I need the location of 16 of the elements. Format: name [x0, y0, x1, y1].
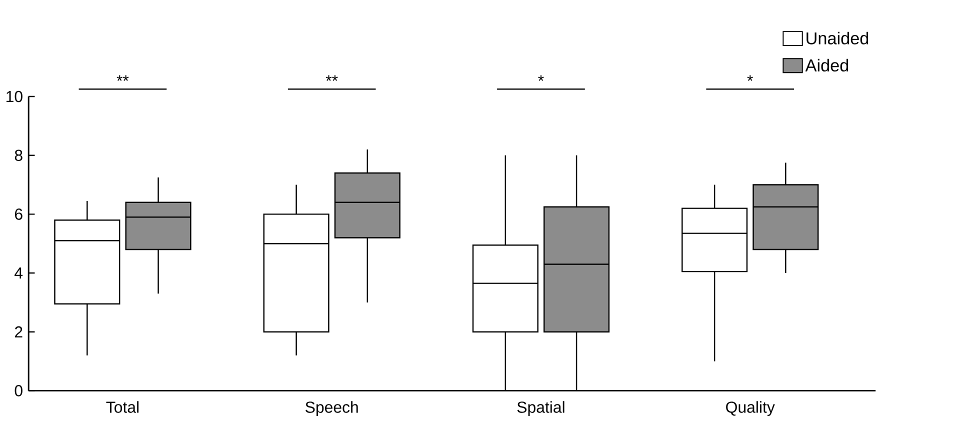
text: ** [116, 75, 129, 81]
legend-label: Aided [805, 58, 848, 72]
y-tick-label: 6 [14, 208, 22, 220]
y-tick-label: 8 [14, 150, 22, 161]
y-tick-label: 0 [14, 385, 22, 396]
x-tick-label: Quality [726, 401, 775, 416]
text: * [747, 75, 753, 81]
x-tick-label: Spatial [517, 401, 564, 416]
y-tick-label: 2 [14, 326, 22, 338]
legend-label: Unaided [806, 32, 868, 44]
y-tick-label: 10 [6, 90, 22, 102]
x-tick-label: Speech [306, 401, 358, 416]
text: ** [326, 75, 338, 81]
text: * [538, 75, 544, 81]
y-tick-label: 4 [14, 268, 23, 279]
x-tick-label: Total [106, 401, 138, 413]
